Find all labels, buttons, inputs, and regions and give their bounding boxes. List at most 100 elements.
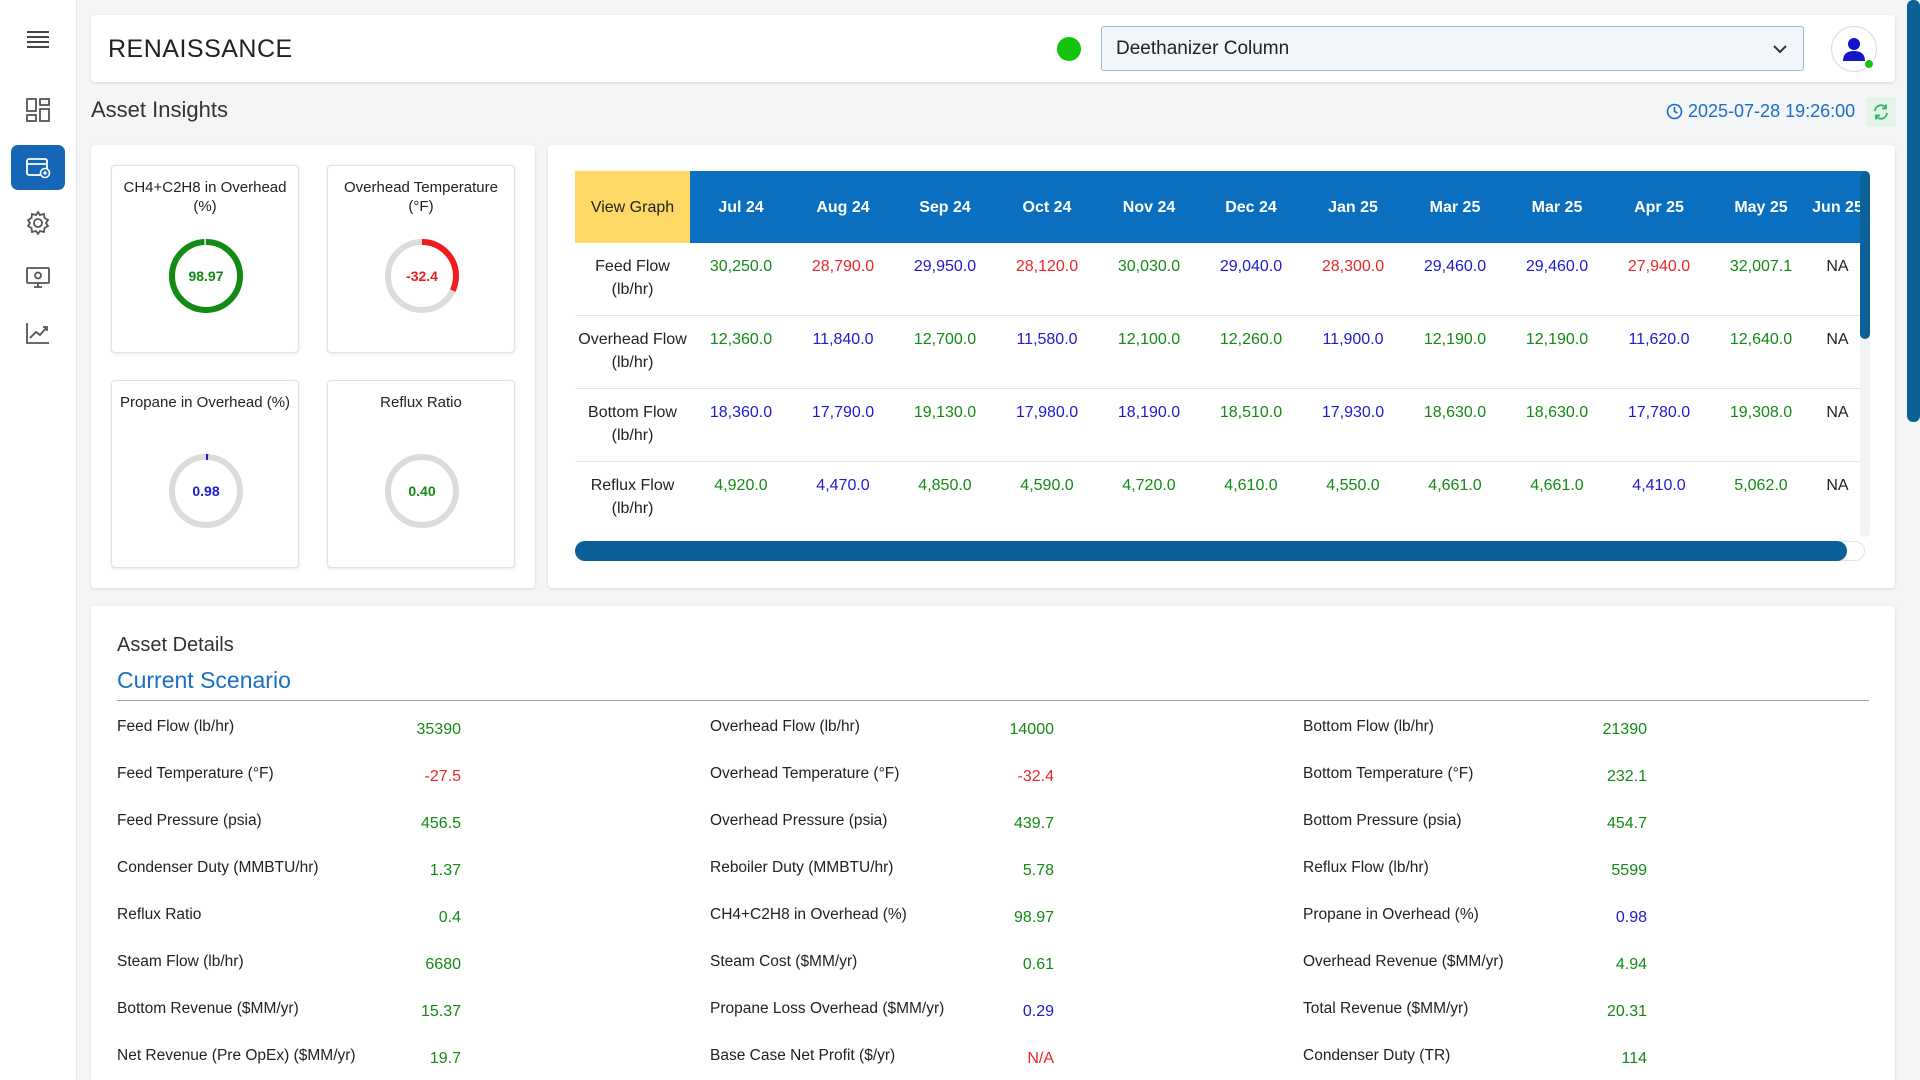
detail-label: Condenser Duty (TR) — [1303, 1047, 1451, 1064]
detail-value: 0.4 — [438, 909, 461, 926]
view-graph-button[interactable]: View Graph — [575, 171, 690, 243]
row-label: Bottom Flow (lb/hr) — [588, 404, 677, 444]
table-cell: 11,580.0 — [1016, 331, 1078, 348]
column-header: Sep 24 — [919, 198, 971, 216]
detail-label: Propane Loss Overhead ($MM/yr) — [710, 1000, 945, 1017]
table-cell: 12,190.0 — [1423, 331, 1487, 348]
history-table: View Graph Jul 24 Aug 24 Sep 24 Oct 24 N… — [575, 171, 1865, 531]
asset-select[interactable]: Deethanizer Column — [1101, 26, 1804, 71]
detail-label: Overhead Flow (lb/hr) — [710, 718, 860, 735]
table-cell: 4,920.0 — [714, 477, 768, 494]
refresh-icon — [1874, 104, 1888, 120]
table-cell: 28,790.0 — [811, 258, 875, 275]
table-cell: 29,950.0 — [913, 258, 977, 275]
detail-value: 0.98 — [1615, 909, 1647, 926]
detail-value: 19.7 — [429, 1050, 461, 1067]
table-cell: 12,700.0 — [913, 331, 977, 348]
kpi-card-propane-overhead: Propane in Overhead (%) 0.98 — [111, 380, 299, 568]
table-cell: 11,840.0 — [812, 331, 874, 348]
detail-value: 5599 — [1611, 862, 1647, 879]
table-cell: NA — [1826, 477, 1849, 494]
table-cell: 4,850.0 — [918, 477, 972, 494]
detail-label: Bottom Temperature (°F) — [1303, 765, 1474, 782]
detail-value: 6680 — [425, 956, 461, 973]
asset-icon[interactable] — [11, 145, 65, 190]
page-scrollbar-thumb[interactable] — [1907, 0, 1920, 422]
menu-icon[interactable] — [11, 16, 65, 61]
divider — [117, 700, 1869, 701]
refresh-button[interactable] — [1866, 97, 1896, 127]
table-cell: 4,661.0 — [1428, 477, 1482, 494]
column-header: Dec 24 — [1225, 198, 1277, 216]
table-cell: 28,300.0 — [1321, 258, 1385, 275]
detail-label: Net Revenue (Pre OpEx) ($MM/yr) — [117, 1047, 356, 1064]
gear-icon[interactable] — [11, 200, 65, 245]
table-cell: 19,130.0 — [913, 404, 977, 421]
detail-value: 456.5 — [420, 815, 461, 832]
detail-label: Bottom Flow (lb/hr) — [1303, 718, 1434, 735]
table-cell: 12,640.0 — [1729, 331, 1793, 348]
row-label: Reflux Flow (lb/hr) — [590, 477, 675, 517]
kpi-value: 0.40 — [408, 483, 436, 499]
kpi-card-ch4-c2h8: CH4+C2H8 in Overhead (%) 98.97 — [111, 165, 299, 353]
detail-label: Reboiler Duty (MMBTU/hr) — [710, 859, 894, 876]
kpi-value: -32.4 — [406, 268, 438, 284]
online-indicator — [1864, 59, 1874, 69]
detail-label: Steam Flow (lb/hr) — [117, 953, 244, 970]
detail-value: 0.61 — [1022, 956, 1054, 973]
table-cell: NA — [1826, 404, 1849, 421]
detail-label: Feed Temperature (°F) — [117, 765, 274, 782]
top-header: RENAISSANCE Deethanizer Column — [91, 15, 1895, 82]
table-cell: 19,308.0 — [1729, 404, 1793, 421]
chevron-down-icon — [1773, 45, 1787, 54]
kpi-gauge — [169, 239, 243, 313]
horizontal-scrollbar-thumb[interactable] — [575, 541, 1847, 561]
table-cell: 4,720.0 — [1122, 477, 1176, 494]
table-row: Reflux Flow (lb/hr) 4,920.0 4,470.0 4,850.0… — [575, 462, 1865, 531]
kpi-value: 98.97 — [188, 268, 224, 284]
gauge-progress-arc — [385, 239, 459, 313]
column-header: May 25 — [1734, 198, 1788, 216]
detail-value: 20.31 — [1606, 1003, 1647, 1020]
detail-value: -32.4 — [1017, 768, 1054, 785]
user-avatar[interactable] — [1831, 26, 1877, 72]
table-cell: 18,190.0 — [1117, 404, 1181, 421]
column-header: Mar 25 — [1531, 198, 1583, 216]
table-cell: 30,030.0 — [1117, 258, 1181, 275]
table-cell: 12,260.0 — [1219, 331, 1283, 348]
table-cell: 18,360.0 — [709, 404, 773, 421]
table-cell: NA — [1826, 331, 1849, 348]
trend-chart-icon[interactable] — [11, 310, 65, 355]
last-updated-timestamp: 2025-07-28 19:26:00 — [1666, 101, 1855, 122]
table-cell: 12,100.0 — [1117, 331, 1181, 348]
vertical-scrollbar-thumb[interactable] — [1860, 171, 1870, 339]
detail-label: Base Case Net Profit ($/yr) — [710, 1047, 896, 1064]
table-cell: 30,250.0 — [709, 258, 773, 275]
kpi-title: CH4+C2H8 in Overhead (%) — [123, 179, 287, 215]
table-cell: 18,510.0 — [1219, 404, 1283, 421]
table-cell: 29,460.0 — [1525, 258, 1589, 275]
table-cell: 4,590.0 — [1020, 477, 1074, 494]
vertical-scrollbar-track[interactable] — [1860, 171, 1870, 537]
user-icon — [1843, 38, 1865, 61]
table-header-row: View Graph Jul 24 Aug 24 Sep 24 Oct 24 N… — [575, 171, 1865, 243]
detail-value: 439.7 — [1013, 815, 1054, 832]
column-header: Jul 24 — [718, 198, 764, 216]
table-cell: 12,360.0 — [709, 331, 773, 348]
table-cell: NA — [1826, 258, 1849, 275]
kpi-title: Reflux Ratio — [380, 394, 462, 411]
detail-label: Total Revenue ($MM/yr) — [1303, 1000, 1469, 1017]
sidebar — [0, 0, 77, 1080]
detail-value: 5.78 — [1022, 862, 1054, 879]
detail-label: Overhead Revenue ($MM/yr) — [1303, 953, 1504, 970]
detail-label: Condenser Duty (MMBTU/hr) — [117, 859, 319, 876]
monitor-icon[interactable] — [11, 255, 65, 300]
dashboard-icon[interactable] — [11, 87, 65, 132]
asset-details-panel: Asset Details Current Scenario Feed Flow… — [91, 606, 1895, 1080]
detail-value: 35390 — [416, 721, 462, 738]
table-cell: 32,007.1 — [1729, 258, 1793, 275]
detail-label: Reflux Flow (lb/hr) — [1303, 859, 1429, 876]
gauge-progress-arc — [169, 239, 243, 313]
detail-value: 114 — [1621, 1050, 1647, 1067]
gauge-progress-arc — [169, 454, 243, 528]
